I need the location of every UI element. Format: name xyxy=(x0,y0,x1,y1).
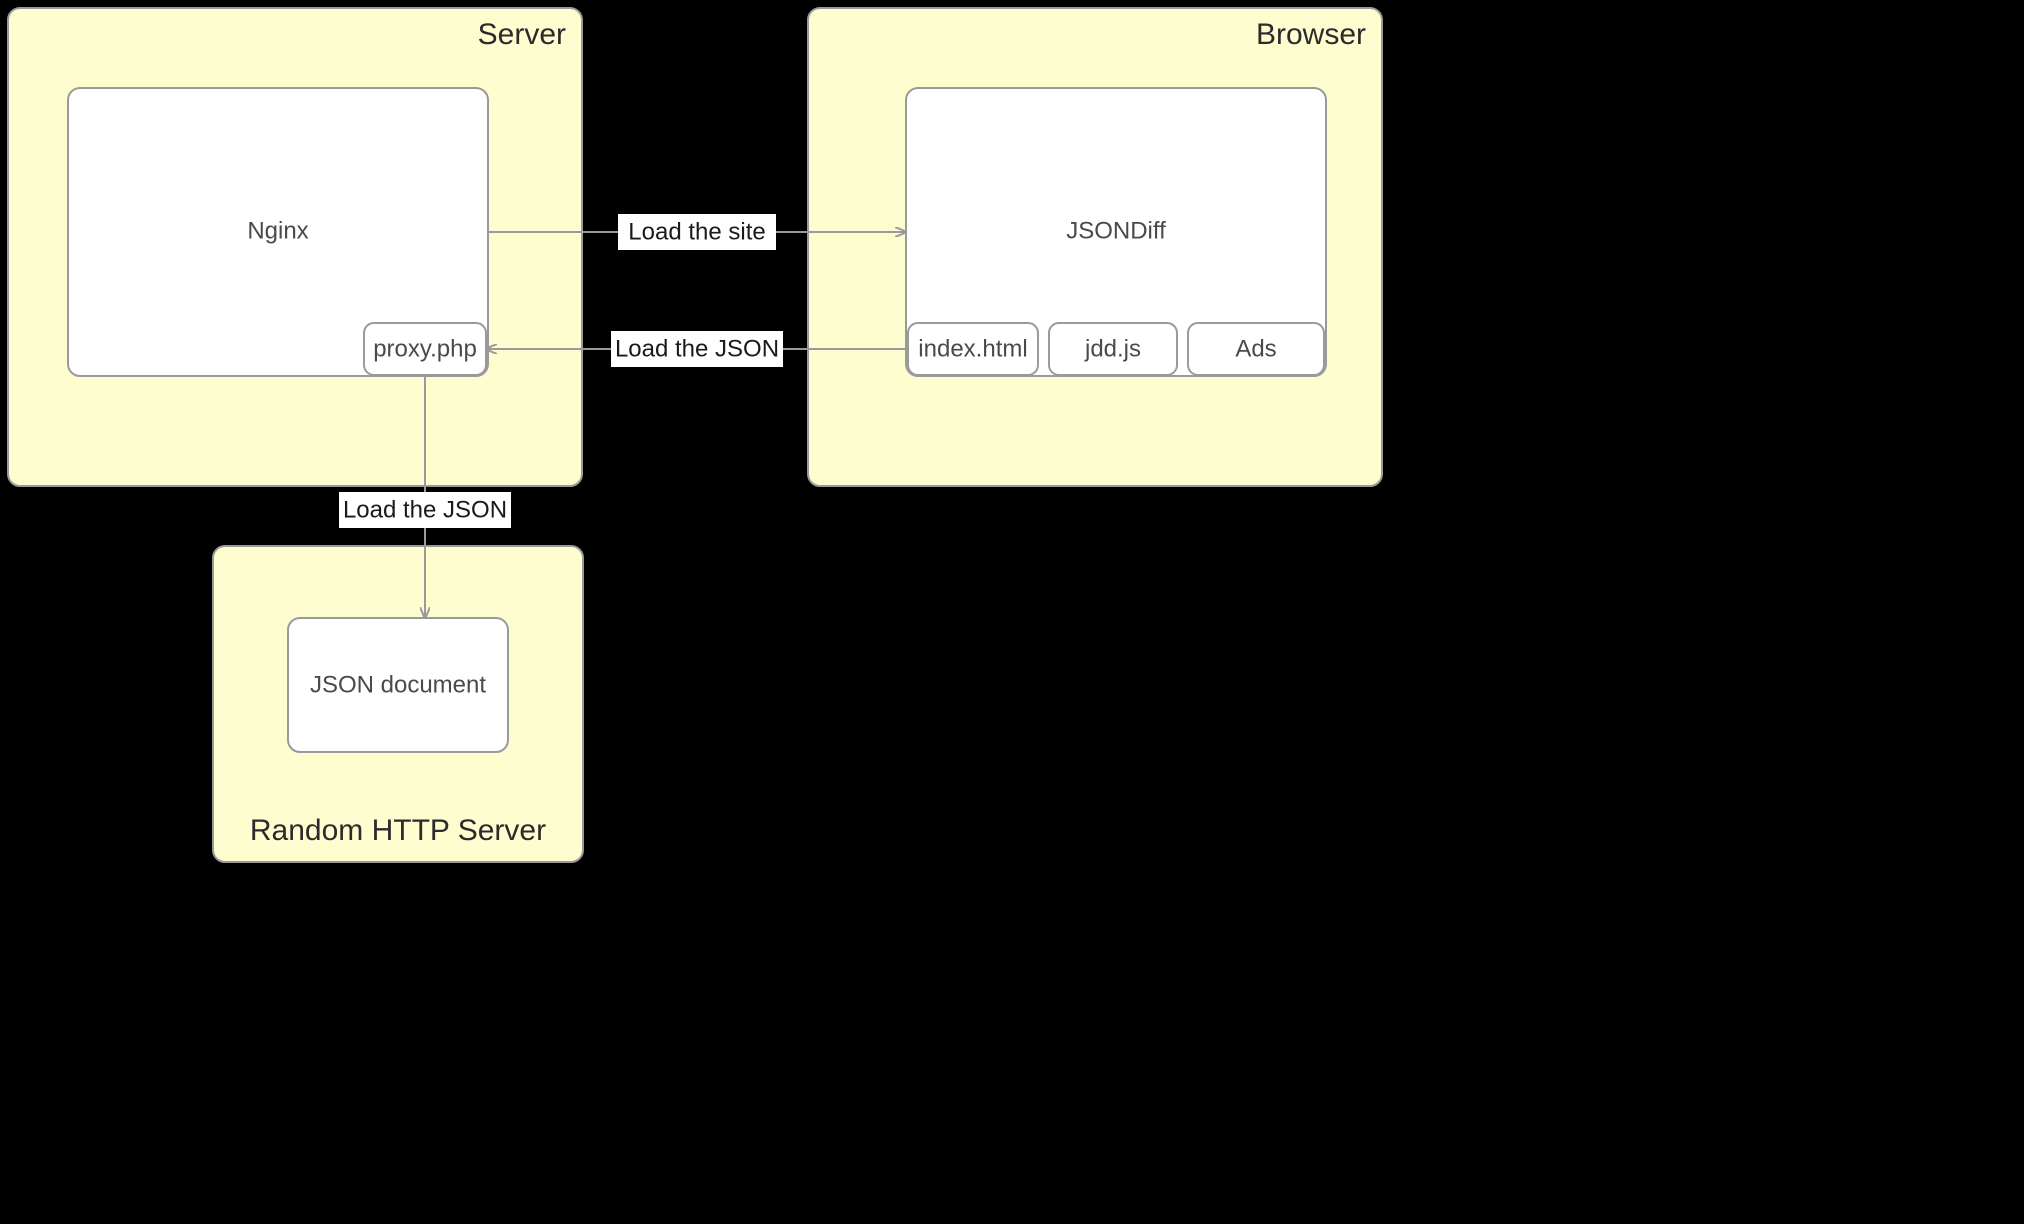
node-ads: Ads xyxy=(1188,323,1324,375)
node-ads-label: Ads xyxy=(1235,335,1276,362)
node-jsondoc-label: JSON document xyxy=(310,671,486,698)
node-json-document: JSON document xyxy=(288,618,508,752)
edge-load-json-1-label: Load the JSON xyxy=(615,335,779,362)
group-browser-title: Browser xyxy=(1256,18,1366,51)
node-proxy-label: proxy.php xyxy=(373,335,477,362)
node-index-label: index.html xyxy=(918,335,1027,362)
architecture-diagram: Server Nginx proxy.php Browser JSONDiff … xyxy=(0,0,2024,1224)
node-proxy: proxy.php xyxy=(364,323,486,375)
node-nginx: Nginx proxy.php xyxy=(68,88,488,376)
edge-load-site-label: Load the site xyxy=(628,218,765,245)
group-server-title: Server xyxy=(478,18,566,51)
node-nginx-label: Nginx xyxy=(247,217,308,244)
group-browser: Browser JSONDiff index.html jdd.js Ads xyxy=(808,8,1382,486)
node-jdd-js: jdd.js xyxy=(1049,323,1177,375)
node-index-html: index.html xyxy=(908,323,1038,375)
group-random-title: Random HTTP Server xyxy=(250,814,546,847)
group-random-http-server: JSON document Random HTTP Server xyxy=(213,546,583,862)
node-jsondiff-label: JSONDiff xyxy=(1066,217,1166,244)
edge-load-json-2-label: Load the JSON xyxy=(343,496,507,523)
node-jsondiff: JSONDiff index.html jdd.js Ads xyxy=(906,88,1326,376)
group-server: Server Nginx proxy.php xyxy=(8,8,582,486)
node-jdd-label: jdd.js xyxy=(1084,335,1141,362)
